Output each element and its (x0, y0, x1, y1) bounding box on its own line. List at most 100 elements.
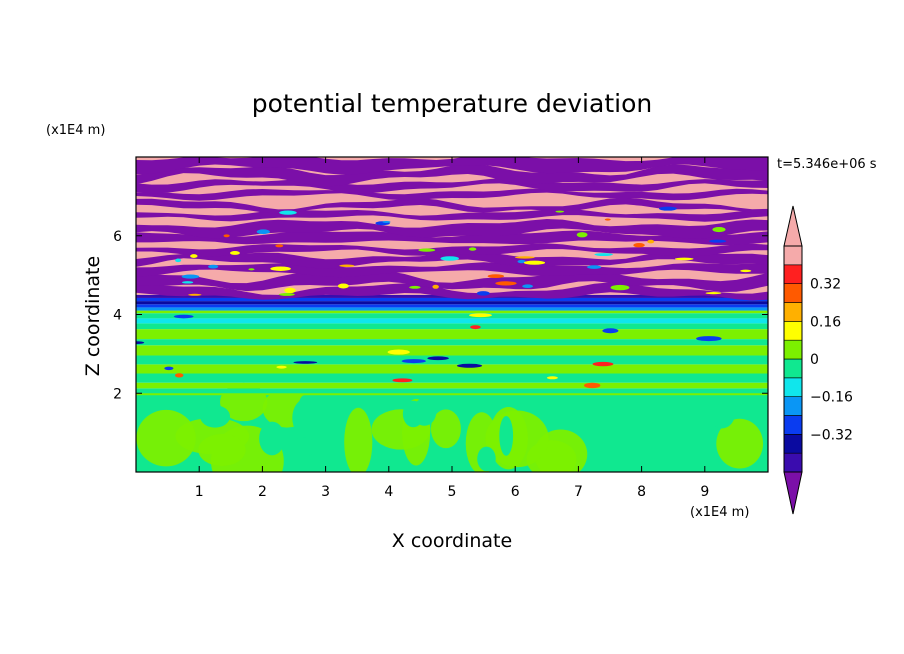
colorbar-tick-label: 0 (810, 352, 819, 368)
stripe (136, 364, 768, 374)
y-axis-ticks: 2 4 6 (113, 229, 768, 402)
eddy (248, 268, 255, 271)
eddy (633, 243, 645, 248)
eddy (594, 253, 613, 257)
anomaly (276, 365, 287, 369)
eddy (190, 254, 198, 258)
eddy (409, 285, 421, 289)
eddy (468, 247, 477, 251)
eddy (230, 251, 240, 255)
purple-streak (136, 197, 768, 214)
eddy (339, 264, 355, 267)
plume (477, 446, 496, 472)
stripe (136, 355, 768, 365)
stripe (136, 382, 768, 389)
chart-title: potential temperature deviation (252, 89, 652, 118)
purple-streak (136, 230, 768, 246)
plume (259, 421, 285, 456)
x-tick-label: 5 (448, 484, 457, 500)
anomaly (293, 361, 318, 364)
eddy (740, 269, 752, 273)
eddy (708, 239, 727, 243)
y-tick-label: 4 (113, 308, 122, 324)
plume (430, 409, 461, 449)
eddy (487, 274, 505, 279)
eddy (337, 283, 349, 289)
colorbar-segment (783, 358, 803, 379)
colorbar-segment (783, 339, 803, 360)
stripe (136, 373, 768, 383)
eddy (284, 287, 296, 294)
stripe (136, 323, 768, 330)
plume (708, 397, 736, 429)
plume (499, 415, 514, 456)
plume (716, 418, 764, 469)
colorbar-segment (783, 415, 803, 435)
purple-streak (136, 219, 768, 239)
eddy (418, 248, 436, 252)
eddy (647, 239, 655, 244)
y-unit-label: (x1E4 m) (46, 123, 105, 138)
eddy (175, 258, 182, 263)
eddy (432, 284, 439, 289)
anomaly (401, 359, 426, 364)
x-unit-label: (x1E4 m) (690, 505, 749, 520)
stripe (136, 388, 768, 394)
colorbar-tick-label: −0.32 (810, 427, 853, 443)
eddy (522, 284, 534, 288)
plume (289, 437, 317, 457)
eddy (658, 206, 677, 211)
anomaly (387, 349, 410, 355)
eddy (382, 220, 391, 223)
colorbar-segment (783, 283, 803, 303)
purple-streak (136, 163, 768, 187)
eddy (223, 234, 230, 238)
y-tick-label: 6 (113, 229, 122, 245)
anomaly (469, 313, 492, 318)
colorbar-segment (783, 452, 803, 473)
contour-field (136, 157, 768, 472)
colorbar-tick-label: 0.32 (810, 277, 841, 293)
eddy (440, 256, 459, 261)
colorbar-segment (783, 377, 803, 397)
stripe (136, 329, 768, 340)
x-axis-ticks: 1 2 3 4 5 6 7 8 9 (195, 157, 709, 500)
anomaly (546, 376, 558, 380)
eddy (712, 226, 726, 233)
eddy (514, 256, 535, 259)
anomaly (173, 314, 194, 319)
cold-band (136, 304, 768, 308)
anomaly (456, 363, 483, 368)
anomaly (174, 373, 184, 378)
colorbar-segment (783, 264, 803, 284)
stripe (136, 313, 768, 319)
x-tick-label: 2 (258, 484, 267, 500)
eddy (604, 218, 611, 221)
eddy (476, 291, 490, 296)
x-tick-label: 8 (637, 484, 646, 500)
purple-streak (136, 188, 768, 201)
colorbar-segment (783, 302, 803, 322)
colorbar-tick-label: 0.16 (810, 314, 841, 330)
anomaly (164, 366, 174, 371)
colorbar-arrow-low (783, 471, 803, 515)
x-tick-label: 6 (511, 484, 520, 500)
x-tick-label: 1 (195, 484, 204, 500)
eddy (279, 210, 297, 215)
plume (200, 405, 231, 428)
x-axis-label: X coordinate (392, 530, 512, 552)
eddy (270, 266, 291, 271)
plume (298, 395, 311, 420)
plume (136, 409, 196, 467)
anomaly (470, 325, 481, 330)
eddy (674, 257, 694, 261)
colorbar-frame (783, 245, 803, 473)
eddy (181, 274, 200, 279)
purple-streak (136, 157, 768, 175)
x-tick-label: 4 (384, 484, 393, 500)
eddy (188, 293, 202, 296)
eddy (523, 260, 546, 265)
anomaly (592, 361, 614, 367)
x-tick-label: 7 (574, 484, 583, 500)
